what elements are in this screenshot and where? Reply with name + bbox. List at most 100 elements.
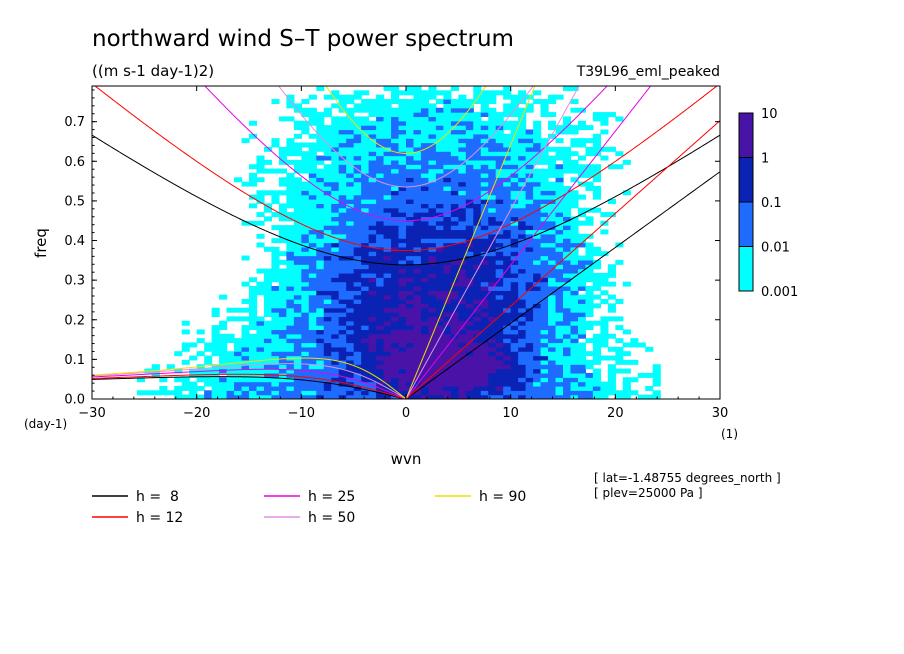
contour-cell: [555, 320, 564, 326]
contour-cell: [495, 390, 504, 396]
contour-cell: [301, 185, 310, 191]
contour-cell: [346, 351, 355, 357]
contour-cell: [465, 385, 474, 391]
contour-cell: [495, 320, 504, 326]
contour-cell: [555, 246, 564, 252]
contour-cell: [518, 316, 527, 322]
contour-cell: [518, 259, 527, 265]
contour-cell: [435, 216, 444, 222]
contour-cell: [652, 368, 661, 374]
contour-cell: [391, 320, 400, 326]
contour-cell: [480, 320, 489, 326]
contour-cell: [376, 212, 385, 218]
contour-cell: [525, 246, 534, 252]
contour-cell: [398, 342, 407, 348]
contour-cell: [585, 385, 594, 391]
contour-cell: [144, 390, 153, 396]
contour-cell: [518, 307, 527, 313]
contour-cell: [383, 325, 392, 331]
contour-cell: [338, 294, 347, 300]
contour-cell: [480, 381, 489, 387]
contour-cell: [435, 120, 444, 126]
contour-cell: [458, 329, 467, 335]
contour-cell: [585, 146, 594, 152]
contour-cell: [219, 359, 228, 365]
contour-cell: [473, 86, 482, 91]
contour-cell: [503, 86, 512, 91]
contour-cell: [480, 338, 489, 344]
contour-cell: [563, 342, 572, 348]
contour-cell: [323, 190, 332, 196]
contour-cell: [428, 316, 437, 322]
contour-cell: [278, 312, 287, 318]
contour-cell: [383, 320, 392, 326]
contour-cell: [196, 372, 205, 378]
contour-cell: [391, 372, 400, 378]
contour-cell: [353, 94, 362, 100]
contour-cell: [503, 390, 512, 396]
contour-cell: [331, 277, 340, 283]
contour-cell: [473, 364, 482, 370]
contour-cell: [435, 116, 444, 122]
contour-cell: [503, 194, 512, 200]
contour-cell: [458, 316, 467, 322]
contour-cell: [518, 255, 527, 261]
contour-cell: [308, 255, 317, 261]
contour-cell: [555, 199, 564, 204]
contour-cell: [368, 246, 377, 252]
contour-cell: [420, 151, 430, 157]
contour-cell: [346, 268, 355, 274]
contour-cell: [585, 303, 594, 309]
contour-cell: [413, 246, 422, 252]
contour-cell: [555, 368, 564, 374]
contour-cell: [570, 168, 579, 174]
contour-cell: [443, 185, 452, 191]
contour-cell: [271, 285, 280, 291]
contour-cell: [525, 316, 534, 322]
contour-cell: [488, 225, 497, 231]
contour-cell: [600, 338, 609, 344]
contour-cell: [346, 359, 355, 365]
contour-cell: [518, 346, 527, 352]
contour-cell: [361, 164, 370, 170]
contour-cell: [555, 377, 564, 383]
contour-cell: [308, 272, 317, 278]
contour-cell: [346, 255, 355, 261]
contour-cell: [256, 290, 265, 296]
contour-cell: [540, 333, 549, 339]
contour-cell: [293, 351, 302, 357]
contour-cell: [361, 225, 370, 231]
contour-cell: [563, 381, 572, 387]
contour-cell: [376, 359, 385, 365]
contour-cell: [368, 99, 377, 104]
contour-cell: [577, 125, 587, 131]
contour-cell: [263, 246, 273, 252]
contour-cell: [256, 320, 265, 326]
contour-cell: [368, 129, 377, 135]
contour-cell: [585, 312, 594, 318]
contour-cell: [510, 99, 519, 104]
contour-cell: [368, 233, 377, 239]
contour-cell: [316, 172, 325, 178]
contour-cell: [353, 359, 362, 365]
contour-cell: [548, 172, 557, 178]
contour-cell: [293, 246, 302, 252]
contour-cell: [450, 320, 459, 326]
contour-cell: [383, 372, 392, 378]
contour-cell: [331, 216, 340, 222]
contour-cell: [443, 246, 452, 252]
contour-cell: [308, 359, 317, 365]
contour-cell: [249, 355, 258, 361]
contour-cell: [174, 390, 183, 396]
contour-cell: [406, 177, 415, 183]
contour-cell: [406, 155, 415, 161]
contour-cell: [435, 203, 444, 209]
contour-cell: [316, 264, 325, 270]
contour-cell: [293, 203, 302, 209]
contour-cell: [286, 299, 295, 304]
contour-cell: [480, 277, 489, 283]
contour-cell: [361, 159, 370, 165]
contour-cell: [398, 181, 407, 187]
contour-cell: [563, 255, 572, 261]
contour-cell: [286, 303, 295, 309]
